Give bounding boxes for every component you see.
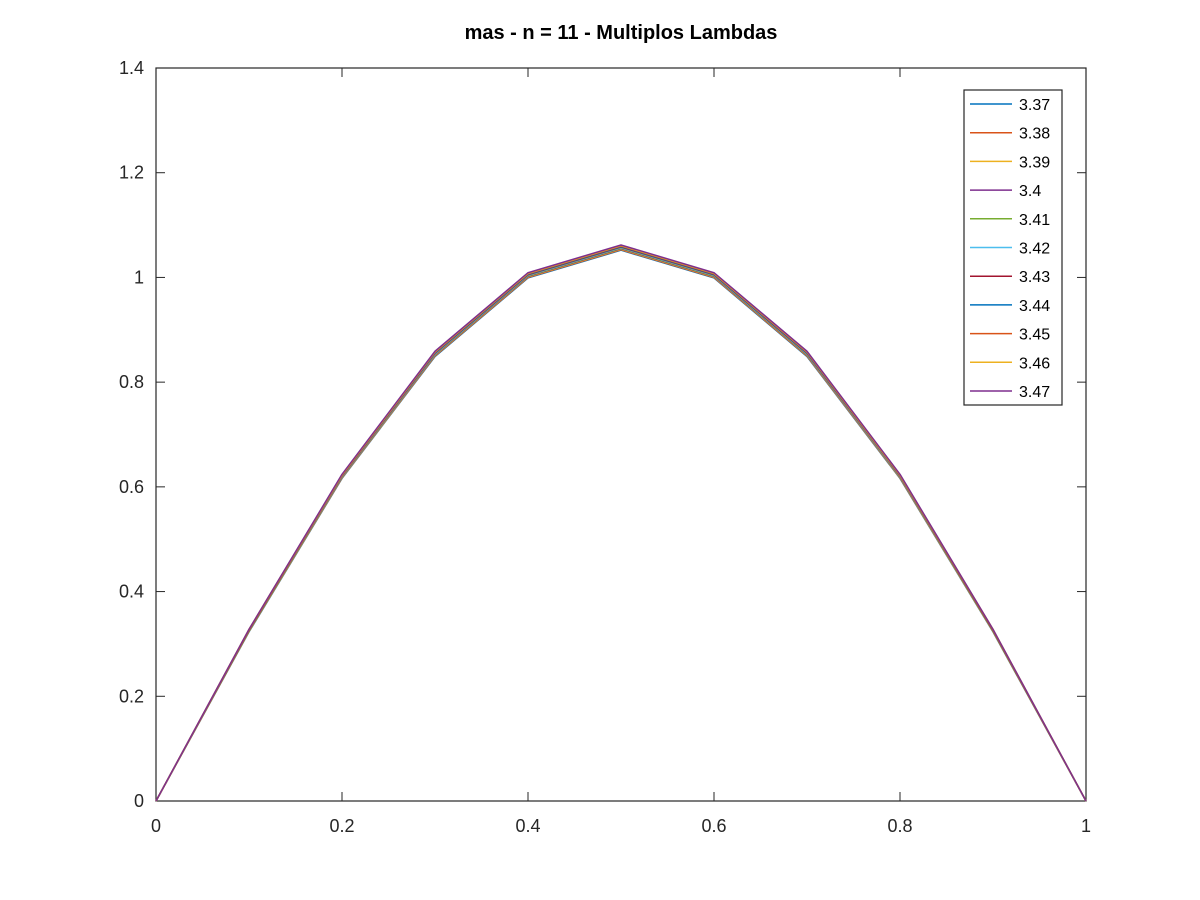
x-tick-label: 0 — [151, 816, 161, 836]
y-tick-label: 0.2 — [119, 686, 144, 706]
y-tick-label: 1.4 — [119, 58, 144, 78]
series-lines — [155, 244, 1087, 802]
x-tick-label: 1 — [1081, 816, 1091, 836]
chart-title: mas - n = 11 - Multiplos Lambdas — [465, 22, 778, 44]
series-line-3-47 — [155, 244, 1087, 802]
y-tick-label: 1.2 — [119, 163, 144, 183]
y-tick-label: 0.8 — [119, 372, 144, 392]
legend-label: 3.47 — [1019, 384, 1050, 401]
y-tick-label: 0.4 — [119, 582, 144, 602]
x-tick-label: 0.2 — [329, 816, 354, 836]
legend-label: 3.39 — [1019, 154, 1050, 171]
legend-label: 3.4 — [1019, 183, 1041, 200]
legend-label: 3.44 — [1019, 298, 1050, 315]
legend-label: 3.46 — [1019, 355, 1050, 372]
legend: 3.37 3.38 3.39 3.4 3.41 3.42 3.43 3.44 3.45 3.46 3… — [963, 89, 1063, 406]
legend-label: 3.42 — [1019, 241, 1050, 258]
x-tick-label: 0.4 — [515, 816, 540, 836]
legend-label: 3.38 — [1019, 126, 1050, 143]
legend-label: 3.41 — [1019, 212, 1050, 229]
x-tick-label: 0.6 — [701, 816, 726, 836]
legend-label: 3.45 — [1019, 327, 1050, 344]
plot-frame — [155, 67, 1087, 802]
y-tick-label: 1 — [134, 267, 144, 287]
axis-ticks: 0 0.2 0.4 0.6 0.8 1 0 0.2 0.4 0.6 0.8 1 1.2 1.4 — [119, 58, 1091, 836]
y-tick-label: 0 — [134, 791, 144, 811]
legend-label: 3.43 — [1019, 269, 1050, 286]
y-tick-label: 0.6 — [119, 477, 144, 497]
legend-label: 3.37 — [1019, 97, 1050, 114]
x-tick-label: 0.8 — [887, 816, 912, 836]
